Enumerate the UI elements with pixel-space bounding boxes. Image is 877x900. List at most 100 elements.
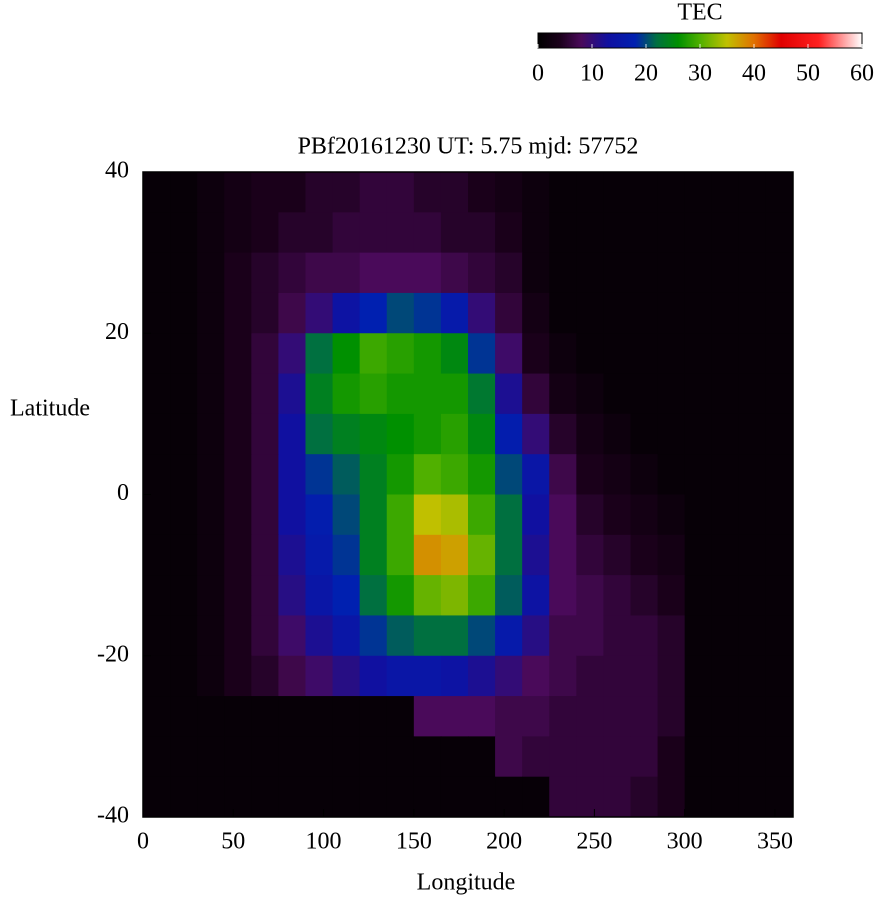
heat-cell	[630, 292, 659, 334]
heat-cell	[332, 252, 361, 294]
heat-cell	[630, 534, 659, 576]
y-tick-label: 20	[105, 319, 129, 345]
heat-cell	[738, 736, 767, 778]
heat-cell	[197, 333, 225, 375]
heat-cell	[657, 615, 686, 657]
heat-cell	[440, 494, 469, 536]
heat-cell	[440, 615, 469, 657]
heat-cell	[549, 373, 577, 415]
heat-cell	[143, 292, 171, 334]
heat-cell	[495, 413, 523, 455]
heat-cell	[549, 655, 577, 697]
heat-cell	[630, 655, 659, 697]
heat-cell	[630, 454, 659, 495]
heat-cell	[251, 655, 279, 697]
heat-cell	[711, 252, 740, 294]
heat-cell	[197, 696, 225, 737]
heat-cell	[522, 454, 550, 495]
heat-cell	[413, 333, 442, 375]
heat-cell	[197, 454, 225, 495]
heat-cell	[332, 413, 361, 455]
heat-cell	[143, 333, 171, 375]
heat-cell	[522, 172, 550, 213]
heat-cell	[278, 534, 306, 576]
heat-cell	[332, 534, 361, 576]
heat-cell	[495, 736, 523, 778]
heat-cell	[468, 373, 496, 415]
heat-cell	[468, 655, 496, 697]
heat-cell	[549, 172, 577, 213]
heat-cell	[224, 373, 252, 415]
heat-cell	[522, 736, 550, 778]
heat-cell	[468, 736, 496, 778]
heat-cell	[711, 534, 740, 576]
heat-cell	[197, 534, 225, 576]
heat-cell	[332, 615, 361, 657]
heat-cell	[495, 655, 523, 697]
heat-cell	[738, 413, 767, 455]
chart-title: PBf20161230 UT: 5.75 mjd: 57752	[298, 134, 639, 160]
heat-cell	[359, 454, 388, 495]
heat-cell	[359, 736, 388, 778]
heat-cell	[224, 333, 252, 375]
heat-cell	[413, 252, 442, 294]
heat-cell	[468, 696, 496, 737]
heat-cell	[549, 696, 577, 737]
heat-cell	[711, 292, 740, 334]
heat-cell	[522, 534, 550, 576]
heat-cell	[251, 615, 279, 657]
heat-cell	[197, 776, 225, 818]
heat-cell	[197, 373, 225, 415]
heat-cell	[630, 333, 659, 375]
heat-cell	[278, 454, 306, 495]
heat-cell	[359, 534, 388, 576]
heat-cell	[549, 413, 577, 455]
heat-cell	[359, 776, 388, 818]
colorbar-tick-label: 0	[532, 61, 544, 87]
heat-cell	[197, 292, 225, 334]
heat-cell	[224, 736, 252, 778]
heat-cell	[603, 212, 631, 254]
heat-cell	[549, 615, 577, 657]
heat-cell	[765, 575, 794, 616]
heat-cell	[278, 615, 306, 657]
heat-cell	[522, 615, 550, 657]
heat-cell	[224, 575, 252, 616]
heat-cell	[657, 373, 686, 415]
colorbar-tick-label: 30	[688, 61, 712, 87]
heat-cell	[495, 494, 523, 536]
heat-cell	[495, 212, 523, 254]
heat-cell	[278, 776, 306, 818]
heat-cell	[359, 494, 388, 536]
heat-cell	[468, 454, 496, 495]
heat-cell	[711, 776, 740, 818]
heat-cell	[711, 333, 740, 375]
heat-cell	[386, 534, 415, 576]
heat-cell	[603, 454, 631, 495]
heat-cell	[197, 172, 225, 213]
heat-cell	[657, 333, 686, 375]
heat-cell	[522, 494, 550, 536]
heat-cell	[549, 212, 577, 254]
heat-cell	[684, 172, 713, 213]
heat-cell	[251, 534, 279, 576]
heat-cell	[495, 454, 523, 495]
heat-cell	[305, 655, 334, 697]
heat-cell	[738, 333, 767, 375]
heat-cell	[603, 373, 631, 415]
heat-cell	[738, 494, 767, 536]
heat-cell	[170, 494, 198, 536]
heat-cell	[576, 292, 604, 334]
heat-cell	[657, 212, 686, 254]
heat-cell	[549, 333, 577, 375]
heat-cell	[549, 534, 577, 576]
heat-cell	[143, 776, 171, 818]
heat-cell	[657, 172, 686, 213]
heat-cell	[278, 292, 306, 334]
heat-cell	[630, 212, 659, 254]
heat-cell	[251, 292, 279, 334]
heat-cell	[143, 494, 171, 536]
heat-cell	[603, 413, 631, 455]
heat-cell	[549, 454, 577, 495]
heat-cell	[657, 575, 686, 616]
